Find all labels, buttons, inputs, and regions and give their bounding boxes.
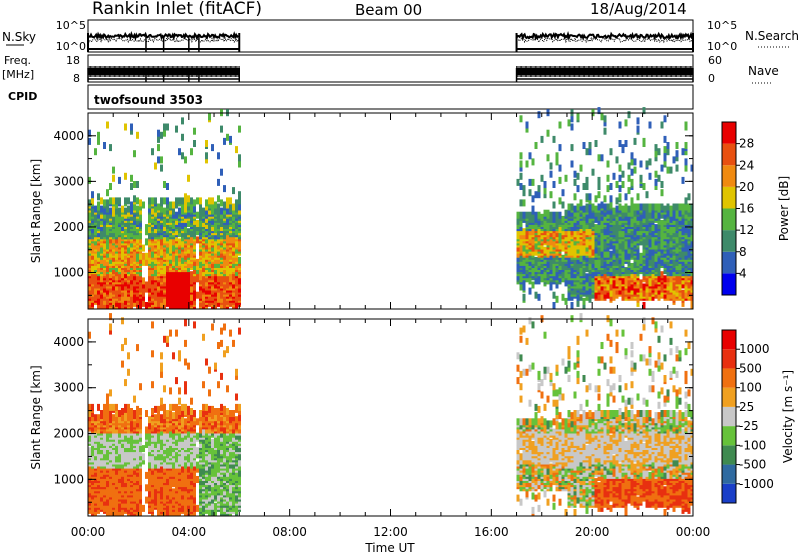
power-colorbar-swatch: [722, 122, 736, 144]
time-tick-label: 12:00: [373, 525, 408, 539]
nave-tick-bottom: 0: [708, 72, 715, 85]
site-title: Rankin Inlet (fitACF): [92, 0, 262, 19]
nsky-label: N.Sky: [2, 30, 36, 44]
power-colorbar-tick: 12: [739, 223, 754, 237]
freq-tick-bottom: 8: [73, 72, 80, 85]
nave-label: Nave: [748, 64, 779, 78]
power-colorbar-tick: 20: [739, 180, 754, 194]
velocity-ylabel: Slant Range [km]: [29, 365, 43, 469]
velocity-colorbar-swatch: [722, 483, 736, 503]
nsearch-tick-top: 10^5: [707, 19, 737, 32]
nsearch-label: N.Search: [745, 29, 799, 43]
power-colorbar-tick: 28: [739, 137, 754, 151]
velocity-colorbar-tick: -25: [739, 419, 759, 433]
velocity-ytick-label: 4000: [53, 335, 84, 349]
velocity-ytick-label: 3000: [53, 381, 84, 395]
freq-traces: [87, 66, 694, 82]
velocity-colorbar-swatch: [722, 349, 736, 369]
power-colorbar-swatch: [722, 208, 736, 231]
velocity-ytick-label: 1000: [53, 472, 84, 486]
beam-title: Beam 00: [355, 1, 422, 19]
velocity-colorbar-label: Velocity [m s⁻¹]: [781, 370, 795, 463]
nsky-traces: [87, 31, 694, 52]
power-colorbar-tick: 4: [739, 266, 747, 280]
velocity-colorbar-swatch: [722, 406, 736, 427]
cpid-program: twofsound 3503: [94, 93, 203, 107]
nave-tick-top: 60: [708, 54, 722, 67]
velocity-colorbar-tick: -500: [739, 458, 766, 472]
time-axis-label: Time UT: [364, 541, 415, 554]
date-title: 18/Aug/2014: [590, 0, 687, 18]
power-ylabel: Slant Range [km]: [29, 159, 43, 263]
power-colorbar-tick: 8: [739, 245, 747, 259]
velocity-colorbar-tick: 1000: [739, 342, 770, 356]
power-ytick-label: 1000: [53, 266, 84, 280]
freq-unit-label: [MHz]: [2, 68, 34, 81]
power-ytick-label: 4000: [53, 129, 84, 143]
nsearch-tick-bottom: 10^0: [707, 40, 737, 53]
nsky-tick-bottom: 10^0: [56, 40, 86, 53]
velocity-colorbar-swatch: [722, 464, 736, 484]
power-ytick-label: 2000: [53, 220, 84, 234]
velocity-colorbar-tick: 25: [739, 400, 754, 414]
power-colorbar-swatch: [722, 230, 736, 252]
time-tick-label: 04:00: [172, 525, 207, 539]
velocity-ytick-label: 2000: [53, 427, 84, 441]
velocity-colorbar-swatch: [722, 445, 736, 465]
time-tick-label: 00:00: [676, 525, 711, 539]
power-colorbar-label: Power [dB]: [777, 176, 791, 241]
velocity-colorbar-swatch: [722, 387, 736, 407]
velocity-colorbar-swatch: [722, 426, 736, 446]
cpid-label: CPID: [8, 90, 37, 103]
power-colorbar-swatch: [722, 165, 736, 187]
velocity-colorbar-tick: 500: [739, 361, 762, 375]
velocity-colorbar-tick: -100: [739, 438, 766, 452]
time-tick-label: 16:00: [474, 525, 509, 539]
power-panel: 1000 2000 3000 4000 Slant Range [km] 4 8 12 16 20…: [29, 107, 791, 310]
velocity-colorbar-swatch: [722, 330, 736, 350]
power-colorbar-tick: 24: [739, 158, 754, 172]
power-colorbar-swatch: [722, 251, 736, 274]
velocity-colorbar-tick: -1000: [739, 477, 774, 491]
time-tick-label: 00:00: [71, 525, 106, 539]
velocity-panel: 1000 2000 3000 4000 Slant Range [km] 1000 500 1…: [29, 313, 795, 517]
freq-label: Freq.: [4, 54, 31, 67]
velocity-colorbar-swatch: [722, 368, 736, 388]
time-tick-label: 20:00: [575, 525, 610, 539]
time-tick-label: 08:00: [272, 525, 307, 539]
freq-tick-top: 18: [66, 54, 80, 67]
power-ytick-label: 3000: [53, 174, 84, 188]
time-axis: 00:00 04:00 08:00 12:00 16:00 20:00 00:00: [71, 525, 711, 539]
cpid-panel: [87, 84, 694, 110]
power-colorbar-tick: 16: [739, 202, 754, 216]
velocity-colorbar-tick: 100: [739, 381, 762, 395]
nsky-tick-top: 10^5: [56, 19, 86, 32]
power-colorbar-swatch: [722, 273, 736, 295]
power-colorbar-swatch: [722, 143, 736, 166]
power-colorbar-swatch: [722, 186, 736, 209]
